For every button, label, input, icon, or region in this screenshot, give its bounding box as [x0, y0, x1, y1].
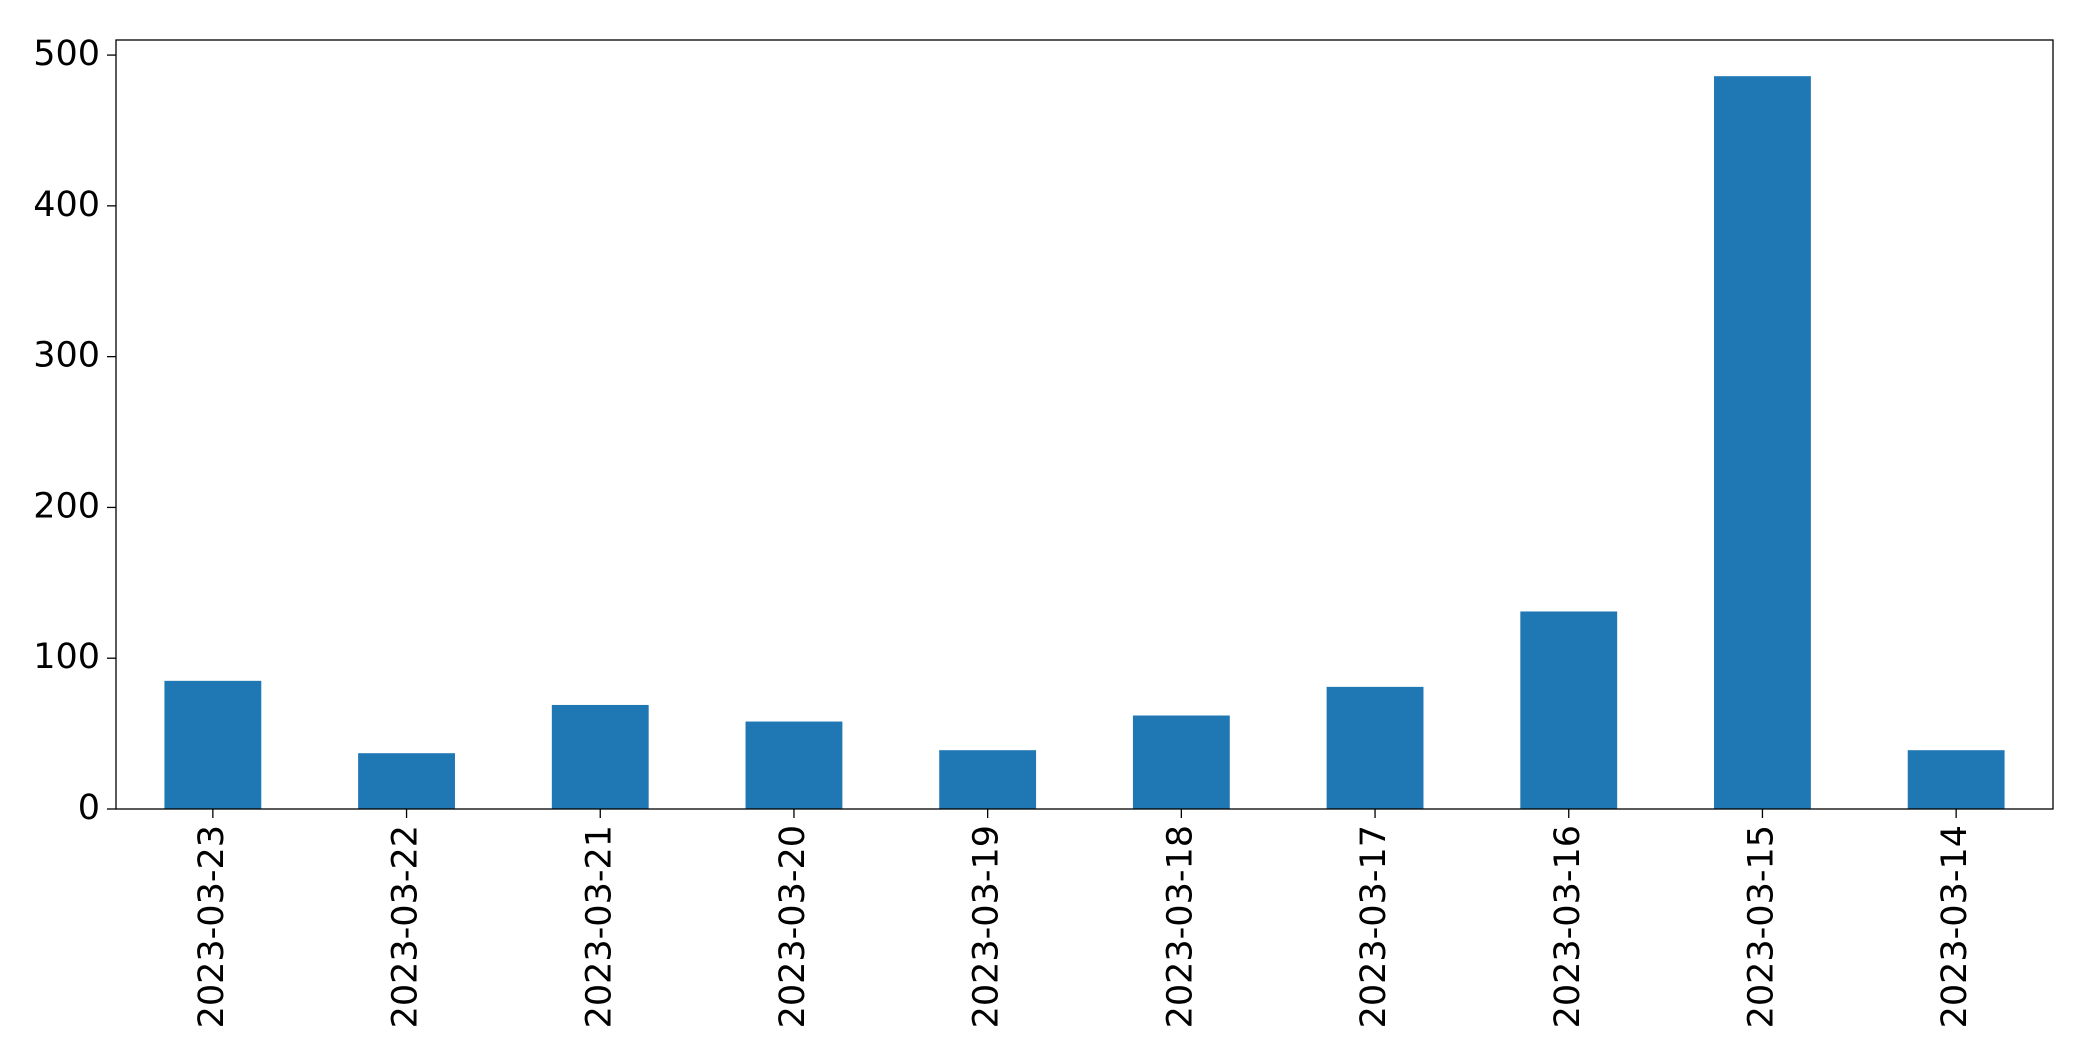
x-tick-label: 2023-03-21: [579, 825, 619, 1028]
x-tick-label: 2023-03-22: [386, 825, 426, 1028]
x-tick-label: 2023-03-16: [1548, 825, 1588, 1028]
bar: [1520, 611, 1618, 809]
bar: [1714, 76, 1811, 809]
bar: [164, 680, 262, 809]
bar: [1907, 750, 2005, 809]
x-tick-label: 2023-03-20: [773, 825, 813, 1028]
y-tick-label: 0: [78, 788, 100, 828]
x-tick-label: 2023-03-17: [1354, 825, 1394, 1028]
y-tick-label: 300: [33, 336, 100, 376]
x-tick-label: 2023-03-23: [192, 825, 232, 1028]
y-tick-label: 500: [33, 34, 100, 74]
bar: [551, 704, 649, 809]
bar: [939, 750, 1037, 809]
bar: [1132, 715, 1230, 809]
y-tick-label: 200: [33, 486, 100, 526]
x-tick-label: 2023-03-14: [1935, 825, 1975, 1028]
bar: [358, 753, 455, 809]
bar: [745, 721, 843, 809]
bar: [1326, 686, 1424, 809]
y-tick-label: 400: [33, 185, 100, 225]
plot-frame: [115, 39, 2054, 810]
y-tick-label: 100: [33, 637, 100, 677]
x-tick-label: 2023-03-15: [1741, 825, 1781, 1028]
x-tick-label: 2023-03-19: [967, 825, 1007, 1028]
x-tick-label: 2023-03-18: [1160, 825, 1200, 1028]
